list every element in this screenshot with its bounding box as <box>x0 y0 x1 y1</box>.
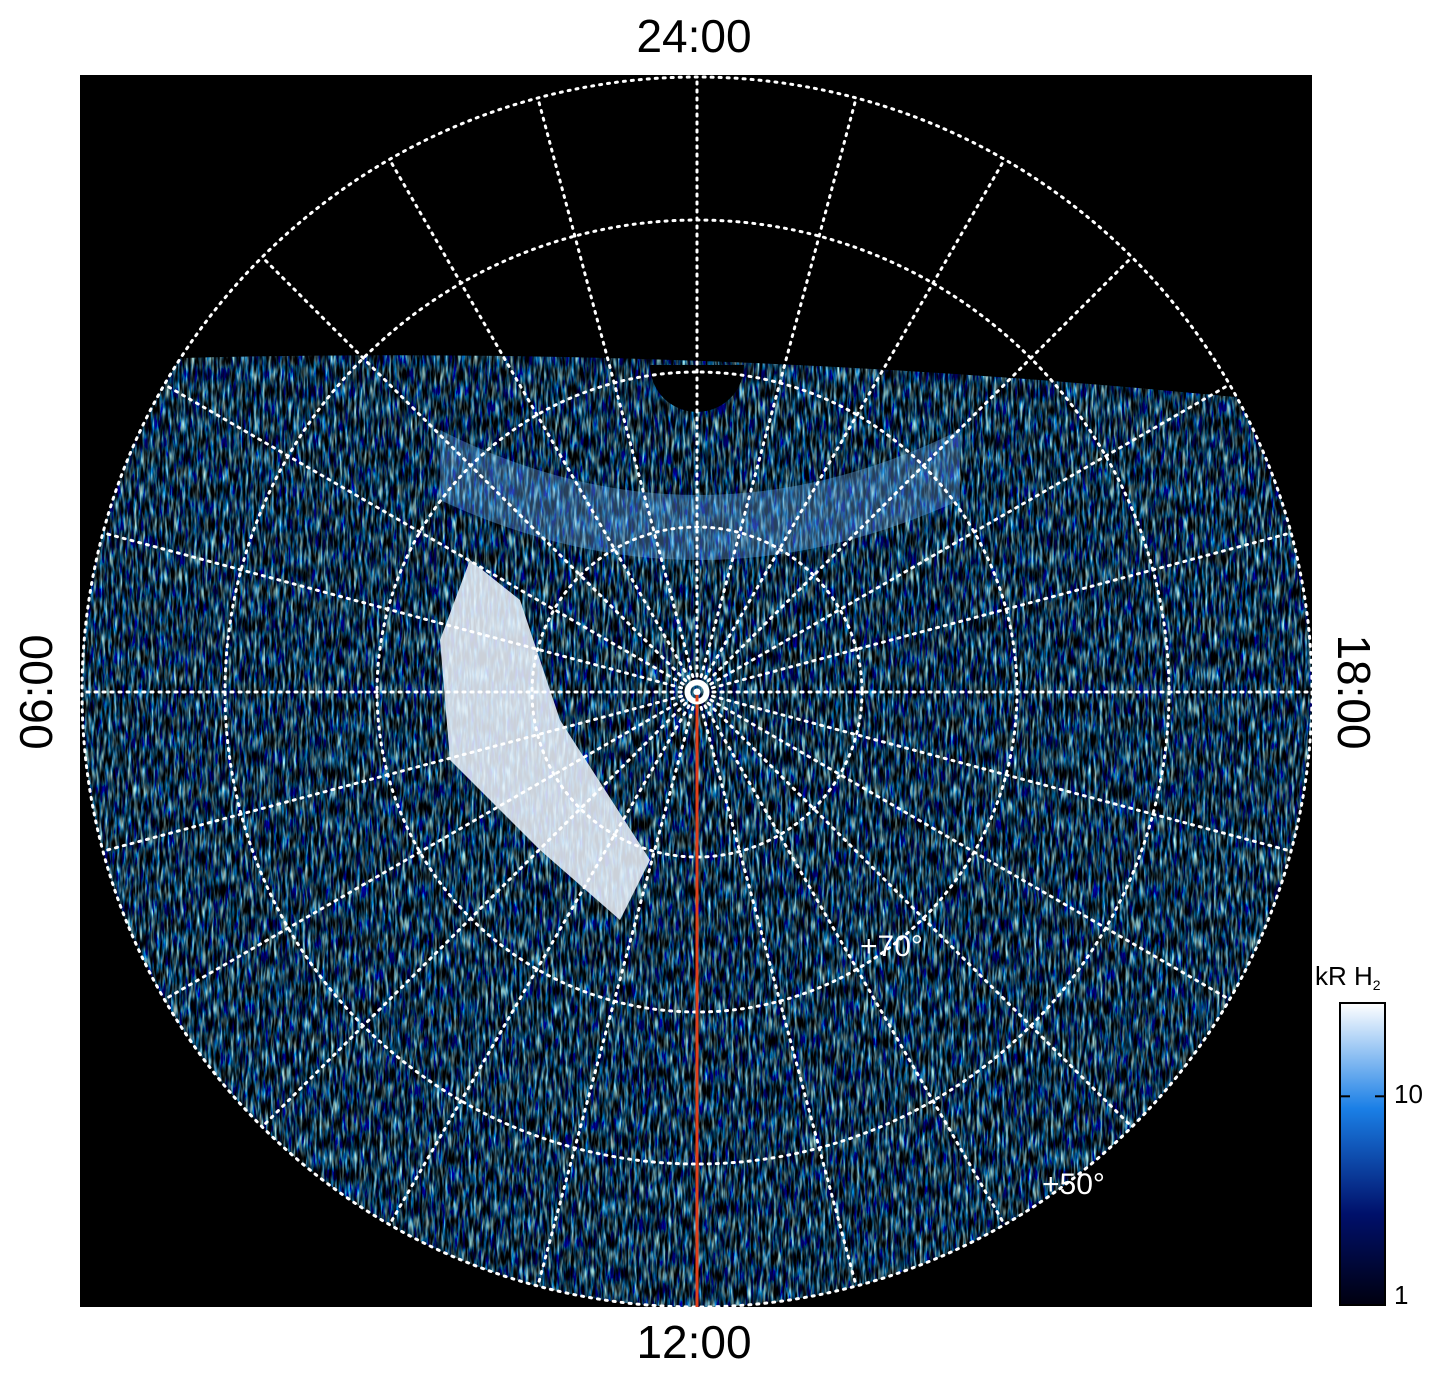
meridian <box>695 690 1006 1227</box>
meridian <box>388 157 699 694</box>
meridian <box>695 255 1134 694</box>
meridian <box>260 255 699 694</box>
meridian <box>695 383 1232 694</box>
colorbar-tick-label: 10 <box>1394 1079 1423 1109</box>
latitude-circle <box>80 75 1314 1309</box>
colorbar-ticks: 1 10 <box>1340 1079 1423 1310</box>
meridian <box>695 96 858 694</box>
latitude-label: +70° <box>860 930 923 963</box>
pole-dot <box>694 689 700 695</box>
meridian <box>101 531 699 694</box>
meridian <box>536 690 699 1288</box>
label-top: 24:00 <box>636 10 751 62</box>
meridian <box>695 690 1232 1001</box>
meridian <box>695 690 1293 853</box>
pole-marker <box>684 679 710 705</box>
meridian <box>695 690 1134 1129</box>
colorbar-tick-label: 1 <box>1394 1280 1408 1310</box>
meridian <box>260 690 699 1129</box>
oval-emission <box>440 430 960 560</box>
meridian <box>101 690 699 853</box>
label-right: 18:00 <box>1328 634 1380 749</box>
latitude-label: +50° <box>1042 1168 1105 1201</box>
meridian <box>695 531 1293 694</box>
bright-emission <box>440 560 650 920</box>
colorbar-title-text: kR H <box>1315 961 1373 991</box>
meridian <box>162 690 699 1001</box>
meridian <box>536 96 699 694</box>
meridian <box>162 383 699 694</box>
meridian <box>695 157 1006 694</box>
meridian <box>388 690 699 1227</box>
meridian <box>695 690 858 1288</box>
colorbar-title-subscript: 2 <box>1373 977 1381 993</box>
label-bottom: 12:00 <box>636 1316 751 1368</box>
colorbar <box>1339 1002 1386 1306</box>
colorbar-title: kR H2 <box>1315 961 1381 993</box>
label-left: 06:00 <box>10 634 62 749</box>
